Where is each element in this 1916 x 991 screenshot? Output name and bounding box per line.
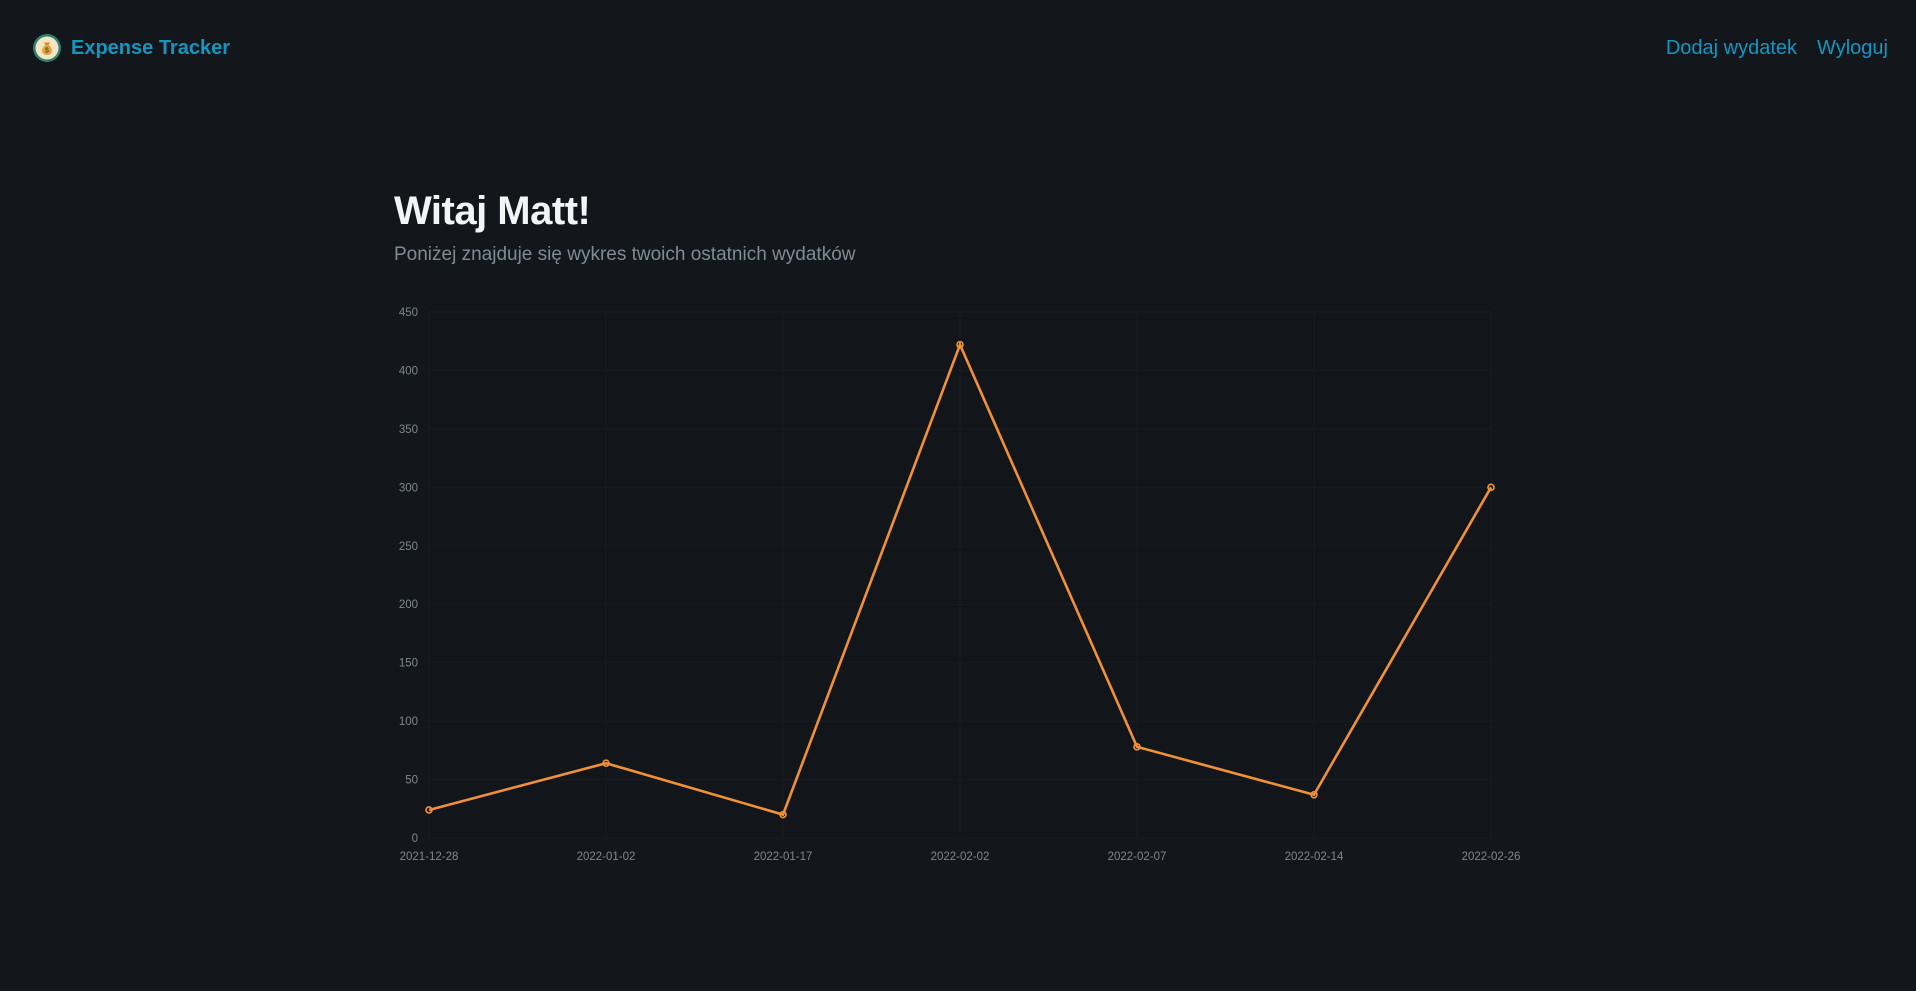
chart-description: Poniżej znajduje się wykres twoich ostat… — [394, 244, 856, 265]
y-tick-label: 450 — [399, 307, 418, 319]
navbar: $ Expense Tracker Dodaj wydatek Wyloguj — [0, 0, 1916, 96]
svg-text:$: $ — [45, 48, 49, 55]
y-tick-label: 150 — [399, 658, 418, 670]
y-tick-label: 350 — [399, 424, 418, 436]
x-tick-label: 2022-01-17 — [754, 851, 813, 863]
expense-chart: 0 50 100 150 200 250 300 350 400 450 2021-12-28 202… — [380, 294, 1540, 874]
y-tick-label: 100 — [399, 716, 418, 728]
y-tick-label: 0 — [412, 833, 418, 845]
data-point — [602, 759, 610, 767]
y-tick-label: 300 — [399, 482, 418, 494]
y-tick-label: 250 — [399, 541, 418, 553]
x-tick-label: 2022-02-02 — [931, 851, 990, 863]
x-tick-label: 2022-02-14 — [1285, 851, 1344, 863]
data-point — [1310, 790, 1318, 799]
brand-link[interactable]: $ Expense Tracker — [32, 33, 230, 63]
greeting-heading: Witaj Matt! — [394, 189, 591, 233]
y-tick-label: 400 — [399, 365, 418, 377]
y-tick-label: 50 — [405, 775, 418, 787]
data-point — [1133, 743, 1141, 751]
brand-name: Expense Tracker — [71, 37, 230, 59]
x-tick-label: 2021-12-28 — [400, 851, 459, 863]
y-tick-label: 200 — [399, 599, 418, 611]
nav-links: Dodaj wydatek Wyloguj — [1666, 34, 1888, 62]
x-tick-label: 2022-02-07 — [1108, 851, 1167, 863]
add-expense-link[interactable]: Dodaj wydatek — [1665, 37, 1798, 59]
logout-link[interactable]: Wyloguj — [1817, 37, 1888, 59]
data-point — [425, 806, 433, 814]
series-line — [428, 341, 1493, 817]
money-bag-icon: $ — [33, 34, 61, 62]
x-tick-label: 2022-02-26 — [1462, 851, 1521, 863]
x-tick-label: 2022-01-02 — [577, 851, 636, 863]
line-chart: 0 50 100 150 200 250 300 350 400 450 2021-12-28 202… — [399, 307, 1521, 863]
data-point — [956, 340, 964, 349]
data-point — [1487, 483, 1495, 492]
data-point — [779, 810, 787, 819]
